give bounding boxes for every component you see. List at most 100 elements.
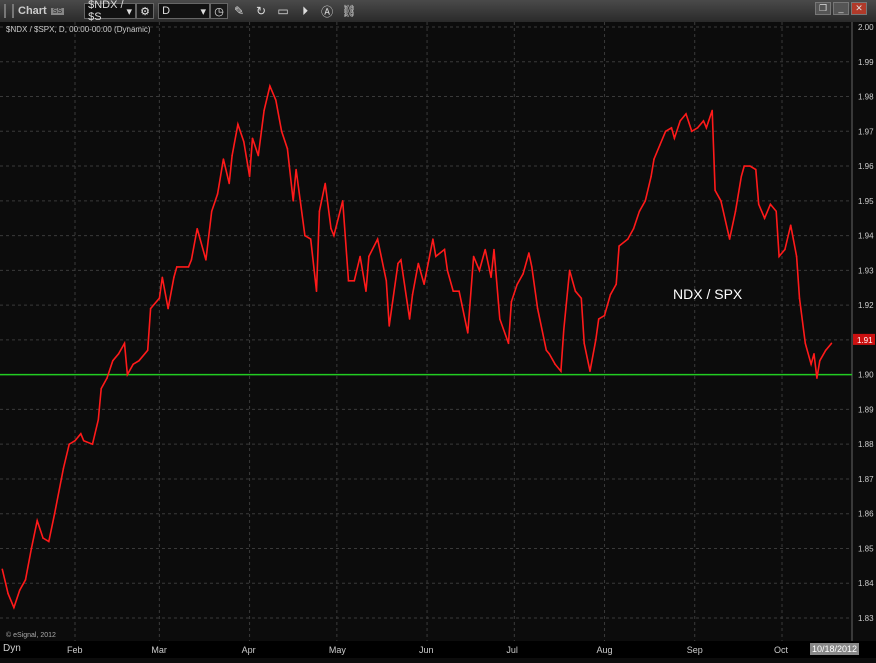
data-point [597, 318, 600, 320]
data-point [472, 255, 475, 258]
link-tag[interactable]: SS [50, 7, 65, 15]
dyn-label[interactable]: Dyn [3, 643, 21, 654]
data-point [696, 127, 699, 129]
data-point [280, 130, 283, 133]
drag-handle[interactable] [4, 4, 14, 18]
data-point [257, 154, 260, 157]
data-point [74, 439, 76, 442]
data-point [554, 363, 556, 366]
y-tick-label: 1.89 [858, 405, 874, 414]
screen-icon[interactable]: ▭ [277, 4, 289, 18]
data-point [18, 589, 21, 591]
data-point [368, 255, 370, 258]
data-point [798, 297, 801, 299]
data-point [609, 293, 612, 296]
data-point [228, 182, 231, 185]
y-tick-label: 2.00 [858, 23, 874, 32]
data-point [146, 349, 149, 352]
data-point [269, 85, 271, 87]
data-point [330, 227, 332, 230]
data-point [388, 325, 391, 327]
data-point [670, 127, 673, 129]
data-point [769, 203, 772, 206]
data-point [365, 290, 367, 293]
symbol-value: $NDX / $S [88, 0, 124, 23]
data-point [743, 165, 745, 167]
data-point [36, 519, 38, 522]
pencil-icon[interactable]: ✎ [234, 4, 245, 18]
data-point [627, 238, 629, 240]
data-point [443, 248, 446, 251]
y-tick-label: 1.96 [858, 162, 874, 171]
data-point [138, 359, 140, 362]
x-tick-label: Aug [596, 645, 613, 655]
data-point [461, 304, 463, 306]
data-point [644, 200, 647, 202]
data-point [176, 266, 178, 268]
data-point [830, 342, 833, 345]
data-point [408, 318, 411, 320]
data-point [126, 373, 129, 376]
data-point [187, 266, 190, 268]
data-point [507, 342, 510, 345]
data-point [522, 273, 524, 275]
data-point [173, 276, 175, 279]
y-tick-label: 1.90 [858, 371, 874, 380]
series-annotation: NDX / SPX [673, 286, 743, 302]
data-point [659, 144, 661, 146]
data-point [763, 217, 766, 220]
data-point [24, 578, 27, 581]
x-tick-label: May [328, 645, 346, 655]
x-axis[interactable]: Dyn Feb Mar Apr May Jun Jul Aug Sep Oct 10/18/2012 [0, 641, 876, 658]
data-point [68, 443, 70, 445]
refresh-icon[interactable]: ↻ [256, 4, 267, 18]
data-point [775, 210, 777, 213]
data-point [498, 318, 501, 320]
gear-icon[interactable]: ⚙ [136, 3, 155, 19]
data-point [190, 259, 193, 261]
data-point [48, 540, 50, 543]
x-tick-label: Jul [506, 645, 518, 655]
data-point [638, 210, 641, 213]
symbol-input[interactable]: $NDX / $S ▾ [84, 0, 137, 23]
data-point [216, 193, 219, 195]
y-tick-label: 1.84 [858, 579, 874, 588]
data-point [309, 238, 312, 240]
y-tick-label: 1.92 [858, 301, 874, 310]
data-point [91, 443, 94, 445]
data-point [347, 279, 350, 282]
data-point [653, 158, 655, 160]
data-point [13, 606, 15, 609]
data-point [205, 259, 207, 261]
link-icon[interactable]: ⛓ [341, 4, 357, 18]
interval-select[interactable]: D ▾ [158, 3, 211, 19]
minimize-icon[interactable]: _ [833, 2, 849, 15]
play-icon[interactable]: ⏵ [302, 3, 309, 18]
data-point [755, 168, 757, 171]
data-point [490, 276, 492, 279]
data-point [385, 279, 388, 282]
data-point [816, 377, 818, 379]
data-point [458, 290, 460, 293]
data-point [595, 339, 597, 341]
alert-icon[interactable]: Ⓐ [321, 4, 334, 19]
last-value-box [853, 333, 875, 345]
restore-icon[interactable]: ❐ [815, 2, 831, 15]
data-point [397, 262, 399, 265]
close-icon[interactable]: ✕ [851, 2, 867, 15]
data-point [286, 147, 289, 150]
data-point [318, 210, 321, 213]
data-point [196, 227, 198, 230]
data-point [237, 123, 239, 126]
data-point [466, 332, 469, 334]
data-point [562, 328, 565, 331]
data-point [615, 283, 617, 286]
data-point [536, 307, 539, 310]
data-point [295, 168, 297, 171]
data-point [679, 120, 681, 122]
clock-icon[interactable]: ◷ [210, 3, 229, 19]
data-point [813, 352, 815, 355]
data-point [1, 568, 4, 571]
data-point [574, 290, 577, 293]
chart-toolbar: Chart SS $NDX / $S ▾ ⚙ D ▾ ◷ ✎ ↻ ▭ ⏵ Ⓐ ⛓ ❐… [0, 0, 876, 23]
